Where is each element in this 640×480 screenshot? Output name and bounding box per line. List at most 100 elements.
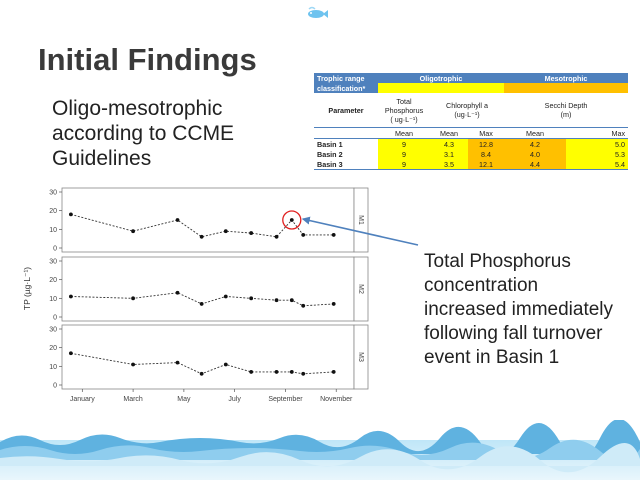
table-param-row: Parameter Total Phosphorus ( ug·L⁻¹) Chl… [314, 93, 629, 128]
oligotrophic-swatch [378, 83, 505, 93]
data-point [68, 351, 73, 356]
chl-max-value: 8.4 [468, 149, 505, 159]
secchi-header: Secchi Depth (m) [504, 93, 629, 128]
chl-max-value: 12.1 [468, 159, 505, 170]
subtitle-line: Oligo-mesotrophic [52, 97, 223, 120]
series-line [70, 292, 334, 307]
table-header-oligotrophic: Oligotrophic [378, 73, 505, 83]
x-tick-label: November [320, 396, 353, 403]
callout-line: Total Phosphorus [424, 251, 571, 272]
table-class-row: classification* [314, 83, 629, 93]
tp-mean-header: Mean [378, 127, 430, 139]
data-point [274, 234, 279, 239]
table-header-row: Trophic range Oligotrophic Mesotrophic [314, 73, 629, 83]
data-point [175, 360, 180, 365]
chl-mean-value: 3.5 [430, 159, 468, 170]
fish-logo-icon [308, 6, 328, 18]
data-point [301, 233, 306, 237]
mesotrophic-swatch [504, 83, 629, 93]
chl-mean-header: Mean [430, 127, 468, 139]
table-cell [314, 127, 378, 139]
data-point [331, 233, 336, 237]
table-header-cell: classification* [314, 83, 378, 93]
subtitle: Oligo-mesotrophic according to CCME Guid… [52, 96, 292, 171]
data-point [131, 362, 135, 367]
data-point [331, 302, 336, 306]
data-point [175, 218, 180, 222]
table-header-cell: Trophic range [314, 73, 378, 83]
secchi-header-line: (m) [560, 110, 572, 119]
sec-mean-value: 4.0 [504, 149, 567, 159]
callout-line: event in Basin 1 [424, 347, 560, 368]
panel-strip [353, 187, 369, 253]
data-point [131, 296, 135, 301]
y-tick-label: 10 [49, 364, 57, 371]
subtitle-line: according to CCME [52, 122, 235, 145]
sec-max-value: 5.0 [566, 138, 629, 149]
data-point [249, 370, 254, 374]
basin-name: Basin 3 [314, 159, 378, 170]
data-point [68, 294, 73, 299]
water-wave-decoration [0, 420, 640, 480]
y-tick-label: 0 [53, 315, 57, 322]
data-point [274, 298, 279, 303]
tp-value: 9 [378, 159, 430, 170]
data-point [289, 298, 294, 303]
series-line [70, 213, 334, 238]
trophic-table: Trophic range Oligotrophic Mesotrophic c… [314, 73, 629, 170]
sec-mean-value: 4.2 [504, 138, 567, 149]
tp-header: Total Phosphorus ( ug·L⁻¹) [378, 93, 430, 128]
y-tick-label: 20 [49, 277, 57, 284]
y-tick-label: 30 [49, 259, 57, 266]
y-tick-label: 10 [49, 227, 57, 234]
chl-header-line: Chlorophyll a [446, 101, 488, 110]
callout-arrow [301, 216, 419, 246]
highlight-circle [282, 210, 302, 230]
x-tick-label: September [268, 396, 303, 403]
data-point [289, 218, 294, 222]
y-tick-label: 0 [53, 246, 57, 253]
panel-frame [61, 256, 355, 322]
sec-mean-value: 4.4 [504, 159, 567, 170]
table-row: Basin 2 9 3.1 8.4 4.0 5.3 [314, 149, 629, 159]
sec-max-value: 5.3 [566, 149, 629, 159]
panel-strip [353, 256, 369, 322]
y-tick-label: 30 [49, 190, 57, 197]
callout-line: increased immediately [424, 299, 614, 320]
chl-mean-value: 4.3 [430, 138, 468, 149]
tp-value: 9 [378, 138, 430, 149]
chl-mean-value: 3.1 [430, 149, 468, 159]
y-tick-label: 30 [49, 327, 57, 334]
page-title: Initial Findings [38, 42, 257, 77]
data-point [289, 370, 294, 374]
data-point [131, 229, 135, 234]
chl-max-value: 12.8 [468, 138, 505, 149]
x-tick-label: March [123, 396, 143, 403]
x-tick-label: May [177, 396, 191, 403]
y-tick-label: 0 [53, 383, 57, 390]
data-point [199, 234, 204, 239]
data-point [249, 231, 254, 235]
y-tick-label: 20 [49, 208, 57, 215]
table-row: Basin 3 9 3.5 12.1 4.4 5.4 [314, 159, 629, 170]
data-point [249, 296, 254, 301]
data-point [223, 229, 228, 234]
tp-header-line: Total [396, 96, 412, 106]
data-point [301, 371, 306, 376]
tp-header-line: Phosphorus [384, 105, 424, 115]
sec-max-value: 5.4 [566, 159, 629, 170]
y-tick-label: 10 [49, 296, 57, 303]
tp-value: 9 [378, 149, 430, 159]
subtitle-line: Guidelines [52, 147, 152, 170]
data-point [301, 303, 306, 308]
data-point [199, 302, 204, 306]
data-point [274, 370, 279, 374]
sec-max-header: Max [566, 127, 629, 139]
x-tick-label: January [70, 396, 95, 403]
chl-header-line: (ug·L⁻¹) [454, 110, 480, 119]
y-axis-label: TP (µg·L⁻¹) [22, 267, 32, 310]
tp-header-line: ( ug·L⁻¹) [390, 114, 418, 124]
panel-label: M2 [357, 284, 364, 294]
chl-header: Chlorophyll a (ug·L⁻¹) [430, 93, 505, 128]
